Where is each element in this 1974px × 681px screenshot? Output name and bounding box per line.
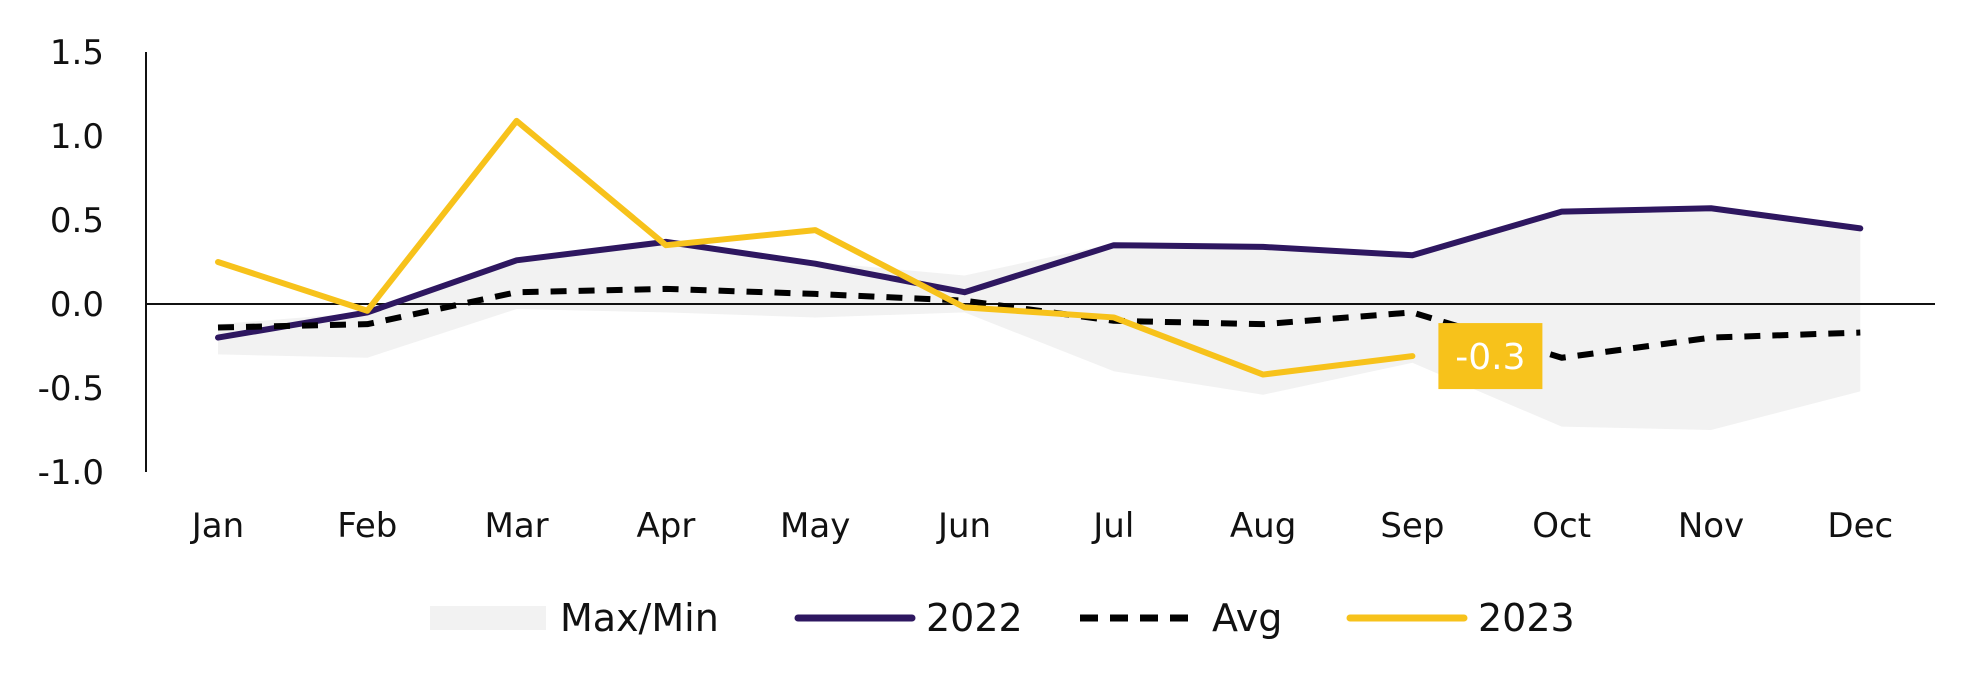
- x-tick-label: Aug: [1230, 506, 1296, 546]
- legend-label-2023: 2023: [1478, 596, 1575, 640]
- legend-label-2022: 2022: [926, 596, 1023, 640]
- data-point-avg-may: [812, 291, 818, 297]
- data-point-avg-dec: [1857, 330, 1863, 336]
- data-point-2022-sep: [1409, 252, 1415, 258]
- legend-label-avg: Avg: [1212, 596, 1282, 640]
- x-tick-label: Nov: [1678, 506, 1744, 546]
- x-tick-label: Dec: [1827, 506, 1893, 546]
- data-point-avg-nov: [1708, 335, 1714, 341]
- data-point-2023-jun: [962, 304, 968, 310]
- data-point-2023-mar: [514, 118, 520, 124]
- y-tick-label: -1.0: [38, 453, 104, 493]
- data-point-2022-mar: [514, 257, 520, 263]
- data-point-avg-jan: [215, 325, 221, 331]
- data-point-2023-jan: [215, 259, 221, 265]
- data-point-avg-jun: [962, 298, 968, 304]
- x-tick-label: Jun: [936, 506, 991, 546]
- axes-layer: 1.5 1.0 0.5 0.0 -0.5 -1.0 Jan Feb Mar Apr May Jun Ju…: [38, 33, 1935, 546]
- x-tick-label: Jan: [190, 506, 244, 546]
- x-tick-label: Feb: [337, 506, 397, 546]
- y-tick-label: 1.0: [50, 117, 104, 157]
- data-point-2022-aug: [1260, 244, 1266, 250]
- data-point-2023-sep: [1409, 353, 1415, 359]
- legend-label-max-min: Max/Min: [560, 596, 719, 640]
- callout-label: -0.3: [1455, 337, 1525, 378]
- y-tick-label: 0.5: [50, 201, 104, 241]
- data-point-2022-jan: [215, 335, 221, 341]
- callout-box: [1438, 323, 1543, 390]
- data-point-2022-jun: [962, 289, 968, 295]
- data-point-2023-may: [812, 227, 818, 233]
- x-tick-label: May: [780, 506, 850, 546]
- data-point-2022-dec: [1857, 225, 1863, 231]
- legend: Max/Min 2022 Avg 2023: [430, 596, 1575, 640]
- y-tick-label: 1.5: [50, 33, 104, 73]
- max-min-band: [218, 208, 1861, 430]
- y-tick-label: -0.5: [38, 369, 104, 409]
- data-point-avg-sep: [1409, 309, 1415, 315]
- data-point-2023-jul: [1111, 314, 1117, 320]
- x-tick-label: Apr: [636, 506, 695, 546]
- max-min-band-layer: [218, 208, 1861, 430]
- data-point-avg-aug: [1260, 321, 1266, 327]
- series-line-2023: [215, 117, 1416, 378]
- x-tick-label: Sep: [1380, 506, 1444, 546]
- legend-swatch-max-min: [430, 606, 546, 630]
- x-tick-label: Mar: [485, 506, 549, 546]
- data-point-2023-feb: [364, 308, 370, 314]
- data-point-2023-apr: [663, 242, 669, 248]
- data-point-2022-may: [812, 261, 818, 267]
- series-2022: [215, 205, 1864, 341]
- y-tick-label: 0.0: [50, 285, 104, 325]
- data-point-2022-jul: [1111, 242, 1117, 248]
- series-layer: [215, 117, 1864, 378]
- series-line-2022: [215, 205, 1864, 341]
- x-tick-label: Oct: [1532, 506, 1591, 546]
- series-2023: [215, 117, 1416, 378]
- data-point-avg-oct: [1559, 355, 1565, 361]
- x-tick-label: Jul: [1091, 506, 1134, 546]
- data-point-avg-mar: [514, 289, 520, 295]
- data-point-2023-aug: [1260, 372, 1266, 378]
- data-point-avg-feb: [364, 321, 370, 327]
- data-point-2022-oct: [1559, 209, 1565, 215]
- data-point-avg-apr: [663, 286, 669, 292]
- callout-layer: -0.3: [1438, 323, 1543, 390]
- data-point-2022-nov: [1708, 205, 1714, 211]
